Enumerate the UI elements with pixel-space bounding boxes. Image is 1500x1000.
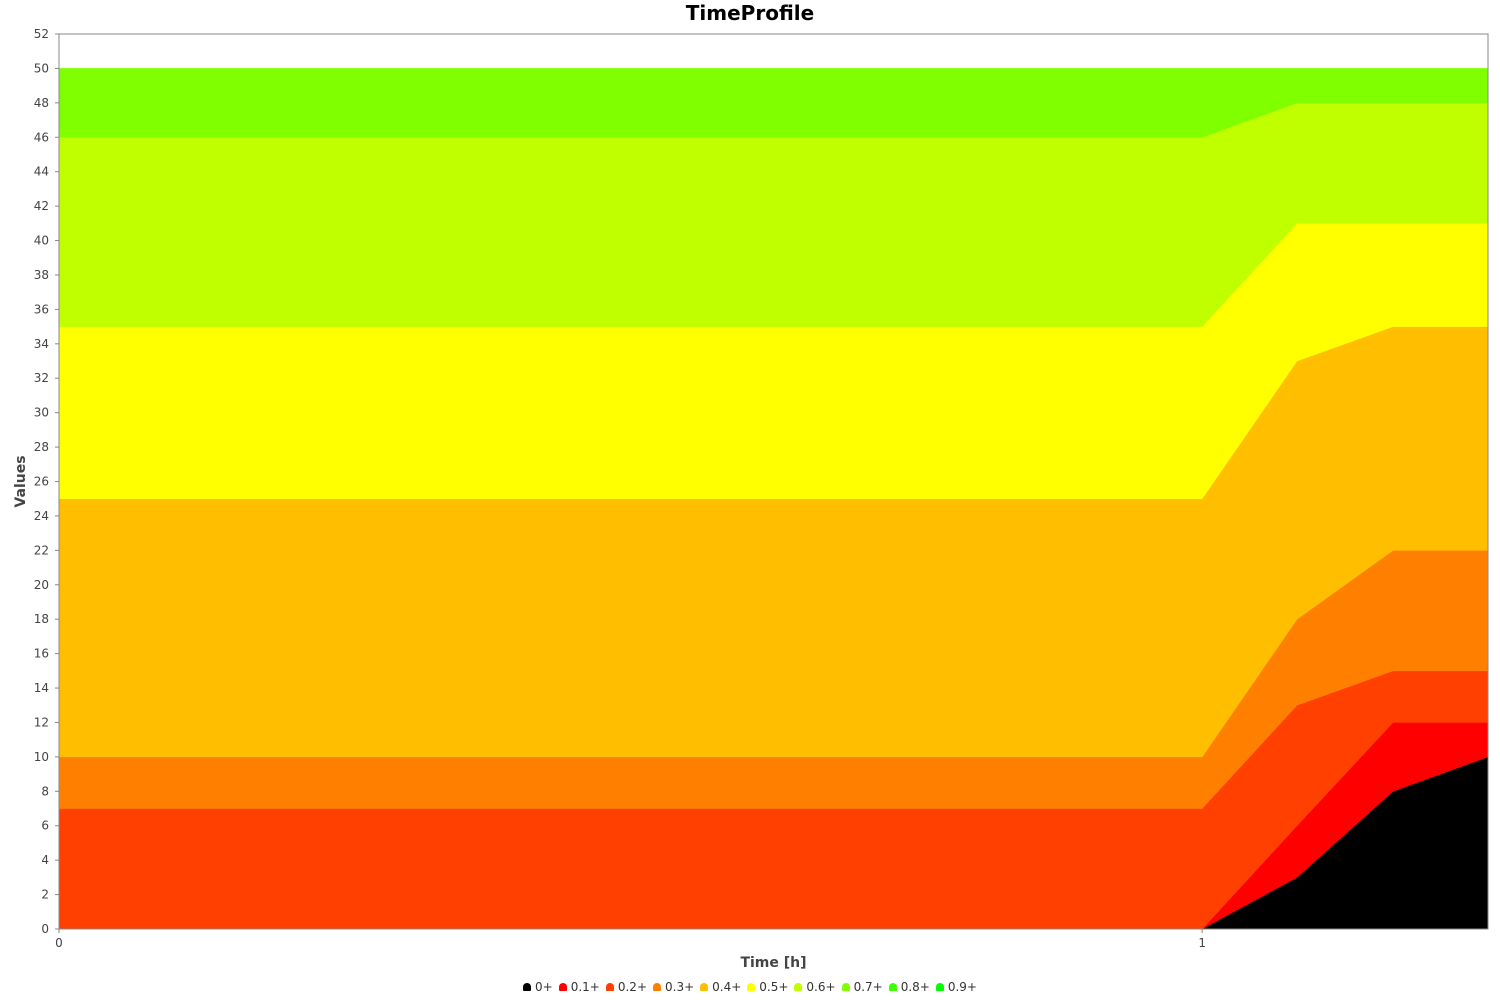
y-tick-label: 12 xyxy=(34,715,49,729)
y-tick-label: 32 xyxy=(34,371,49,385)
legend-label: 0.5+ xyxy=(759,980,789,994)
y-tick-label: 16 xyxy=(34,647,49,661)
y-tick-label: 34 xyxy=(34,337,49,351)
y-tick-label: 24 xyxy=(34,509,49,523)
y-tick-label: 26 xyxy=(34,475,49,489)
y-tick-label: 42 xyxy=(34,199,49,213)
legend-item-0-5: 0.5+ xyxy=(747,980,788,994)
y-tick-label: 4 xyxy=(41,853,49,867)
legend-item-0-7: 0.7+ xyxy=(841,980,883,994)
x-tick-label: 1 xyxy=(1198,936,1206,950)
legend-swatch xyxy=(888,983,897,991)
legend-item-0: 0+ xyxy=(523,980,553,994)
y-axis-ticks: 0246810121416182022242628303234363840424… xyxy=(34,27,59,936)
legend: 0+ 0.1+ 0.2+ 0.3+ 0.4+ 0.5+ 0.6+ 0.7+ 0.8+ 0.9+ xyxy=(0,980,1500,994)
x-axis-label: Time [h] xyxy=(740,955,806,971)
y-axis-label: Values xyxy=(13,455,29,507)
y-tick-label: 40 xyxy=(34,234,49,248)
legend-swatch xyxy=(935,983,944,991)
legend-item-0-6: 0.6+ xyxy=(794,980,836,994)
y-tick-label: 50 xyxy=(34,61,49,75)
legend-label: 0.6+ xyxy=(806,980,836,994)
y-tick-label: 44 xyxy=(34,165,49,179)
x-tick-label: 0 xyxy=(55,936,63,950)
legend-label: 0.3+ xyxy=(665,980,695,994)
y-tick-label: 10 xyxy=(34,750,49,764)
legend-label: 0.8+ xyxy=(900,980,930,994)
legend-item-0-2: 0.2+ xyxy=(605,980,647,994)
y-tick-label: 52 xyxy=(34,27,49,41)
stacked-areas xyxy=(58,68,1489,930)
y-tick-label: 36 xyxy=(34,302,49,316)
y-tick-label: 8 xyxy=(41,784,49,798)
y-tick-label: 22 xyxy=(34,543,49,557)
y-tick-label: 0 xyxy=(41,922,49,936)
legend-label: 0.1+ xyxy=(570,980,600,994)
legend-swatch xyxy=(653,983,661,991)
legend-label: 0.4+ xyxy=(712,980,742,994)
y-tick-label: 28 xyxy=(34,440,49,454)
legend-swatch xyxy=(523,983,532,991)
y-tick-label: 38 xyxy=(34,268,49,282)
legend-swatch xyxy=(700,983,709,991)
legend-item-0-9: 0.9+ xyxy=(935,980,977,994)
legend-swatch xyxy=(794,983,803,991)
y-tick-label: 48 xyxy=(34,96,49,110)
legend-label: 0+ xyxy=(535,980,553,994)
legend-item-0-4: 0.4+ xyxy=(700,980,741,994)
y-tick-label: 18 xyxy=(34,612,49,626)
legend-label: 0.7+ xyxy=(853,980,883,994)
legend-item-0-3: 0.3+ xyxy=(653,980,694,994)
y-tick-label: 46 xyxy=(34,130,49,144)
y-tick-label: 6 xyxy=(41,819,49,833)
y-tick-label: 2 xyxy=(41,888,49,902)
y-tick-label: 20 xyxy=(34,578,49,592)
y-tick-label: 14 xyxy=(34,681,49,695)
legend-label: 0.9+ xyxy=(947,980,977,994)
legend-label: 0.2+ xyxy=(617,980,647,994)
legend-swatch xyxy=(558,983,567,991)
chart-title: TimeProfile xyxy=(685,1,815,25)
legend-swatch xyxy=(841,983,850,991)
legend-item-0-1: 0.1+ xyxy=(558,980,600,994)
legend-item-0-8: 0.8+ xyxy=(888,980,930,994)
legend-swatch xyxy=(747,983,756,991)
legend-swatch xyxy=(605,983,614,991)
y-tick-label: 30 xyxy=(34,406,49,420)
